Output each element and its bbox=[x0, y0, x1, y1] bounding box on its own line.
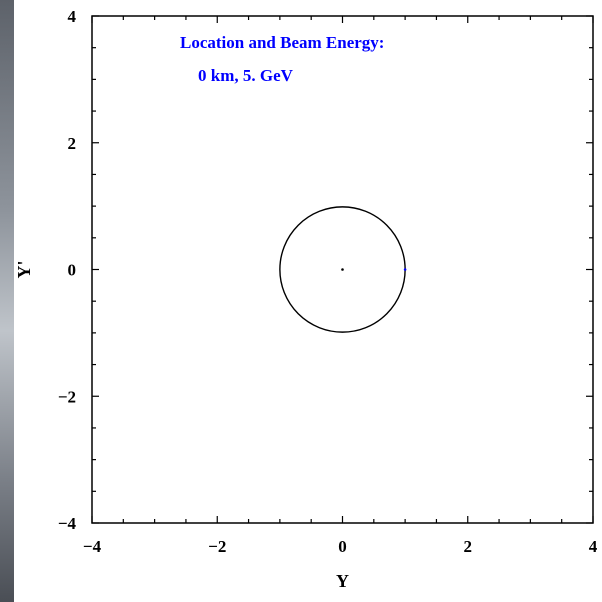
y-tick-label: 4 bbox=[68, 7, 77, 26]
x-tick-label: 0 bbox=[338, 537, 347, 556]
particle-point bbox=[403, 268, 407, 271]
plot-panel bbox=[14, 0, 602, 602]
y-axis-label: Y' bbox=[14, 261, 34, 279]
x-tick-label: 2 bbox=[464, 537, 473, 556]
x-axis-label: Y bbox=[336, 571, 349, 591]
annotation-line-2: 0 km, 5. GeV bbox=[198, 66, 294, 85]
x-tick-label: −4 bbox=[83, 537, 102, 556]
annotation-line-1: Location and Beam Energy: bbox=[180, 33, 384, 52]
x-tick-label: 4 bbox=[589, 537, 598, 556]
y-tick-label: 2 bbox=[68, 134, 77, 153]
y-tick-label: 0 bbox=[68, 261, 77, 280]
y-tick-label: −2 bbox=[58, 387, 76, 406]
data-marks bbox=[279, 206, 407, 333]
y-tick-label: −4 bbox=[58, 514, 77, 533]
x-tick-label: −2 bbox=[208, 537, 226, 556]
y-tick-labels: −4 −2 0 2 4 bbox=[58, 7, 77, 533]
center-point bbox=[341, 268, 344, 271]
tick-marks bbox=[91, 15, 594, 524]
x-tick-labels: −4 −2 0 2 4 bbox=[83, 537, 598, 556]
